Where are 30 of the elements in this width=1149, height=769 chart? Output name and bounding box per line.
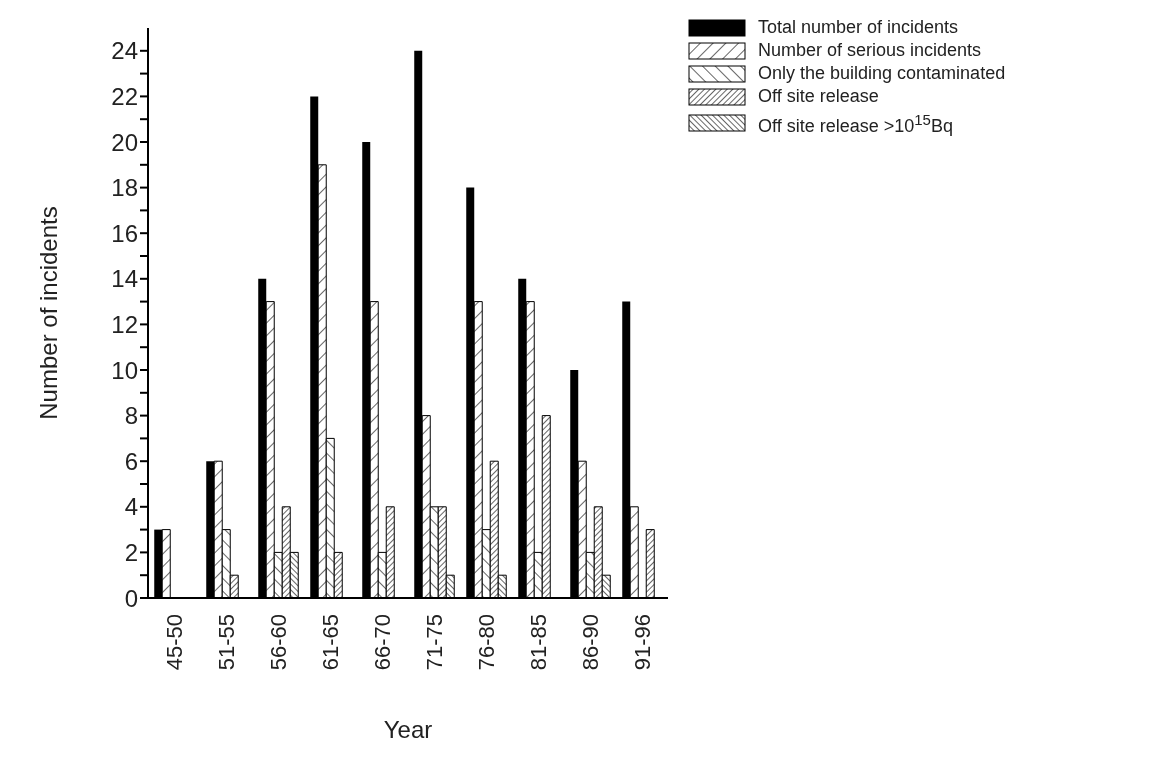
- x-tick-label: 51-55: [213, 614, 239, 671]
- legend-label: Number of serious incidents: [758, 39, 982, 62]
- y-tick-label: 12: [111, 310, 138, 338]
- y-tick-label: 22: [111, 82, 138, 110]
- legend-label: Off site release >10$^{15}$Bq: [758, 110, 953, 138]
- legend-label: Total number of incidents: [758, 16, 959, 39]
- y-tick-label: 16: [111, 219, 138, 247]
- x-tick-label: 76-80: [473, 614, 499, 671]
- x-axis-title: Year: [383, 716, 433, 743]
- y-axis-title: Number of incidents: [34, 206, 62, 420]
- y-tick-label: 8: [124, 402, 138, 430]
- y-tick-label: 14: [111, 265, 138, 293]
- y-tick-label: 6: [124, 447, 138, 475]
- legend-label: Only the building contaminated: [758, 62, 1006, 85]
- x-tick-label: 71-75: [421, 614, 447, 671]
- x-tick-label: 61-65: [317, 614, 343, 671]
- y-tick-label: 24: [111, 37, 138, 65]
- legend-label: Off site release: [758, 85, 879, 108]
- y-tick-label: 10: [111, 356, 138, 384]
- x-tick-label: 56-60: [265, 614, 291, 671]
- y-tick-label: 2: [124, 538, 138, 566]
- y-tick-label: 18: [111, 174, 138, 202]
- x-tick-label: 45-50: [161, 614, 187, 671]
- x-tick-label: 91-96: [629, 614, 655, 671]
- x-tick-label: 86-90: [577, 614, 603, 671]
- y-tick-label: 0: [124, 584, 138, 612]
- x-tick-label: 81-85: [525, 614, 551, 671]
- y-tick-label: 4: [124, 493, 138, 521]
- x-tick-label: 66-70: [369, 614, 395, 671]
- y-tick-label: 20: [111, 128, 138, 156]
